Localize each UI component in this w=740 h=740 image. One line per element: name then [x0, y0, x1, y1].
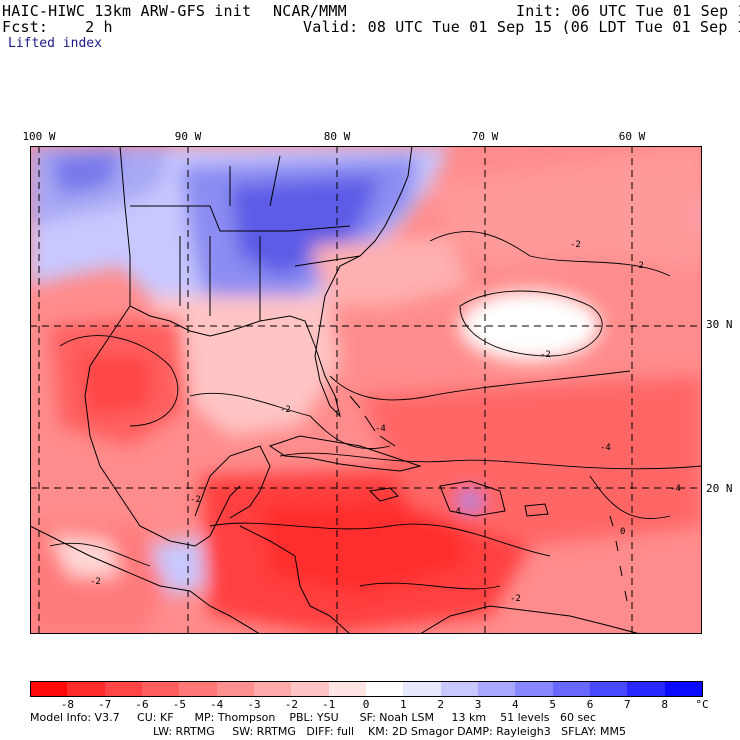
contour-label: -2 [190, 495, 201, 505]
colorbar-swatch [67, 681, 106, 697]
colorbar-swatch [515, 681, 554, 697]
colorbar-swatch [590, 681, 628, 697]
field-name: Lifted index [8, 36, 102, 51]
colorbar-tick-label: -1 [322, 698, 336, 711]
colorbar-tick-label: -7 [98, 698, 112, 711]
lon-label-100w: 100 W [22, 130, 56, 143]
contour-label: -2 [280, 405, 291, 415]
lifted-index-map: -2 -2 -2 -4 -4 -2 -2 -4 -2 -4 -2 0 [30, 146, 702, 634]
colorbar-tick-label: 6 [586, 698, 594, 711]
contour-label: -2 [510, 594, 521, 604]
colorbar-tick-label: 2 [437, 698, 444, 711]
colorbar-swatch [478, 681, 516, 697]
colorbar-tick-label: -3 [247, 698, 261, 711]
graticule [30, 146, 702, 634]
contour-label: -2 [90, 577, 101, 587]
org-label: NCAR/MMM [273, 2, 347, 20]
colorbar-swatch [216, 681, 255, 697]
contour-label: 0 [620, 527, 625, 537]
colorbar-tick-label: -6 [135, 698, 149, 711]
forecast-hour: Fcst: 2 h [2, 18, 113, 36]
colorbar-tick-label: 7 [624, 698, 631, 711]
contour-label: -4 [450, 507, 461, 517]
model-info-line1: Model Info: V3.7 CU: KF MP: Thompson PBL… [30, 711, 596, 724]
colorbar-tick-label: 8 [661, 698, 668, 711]
valid-time: Valid: 08 UTC Tue 01 Sep 15 (06 LDT Tue … [303, 18, 740, 36]
map-frame [30, 146, 702, 634]
colorbar-unit: °C [695, 698, 709, 711]
contour-lines [49, 231, 702, 590]
lon-label-80w: 80 W [323, 130, 351, 143]
lon-label-60w: 60 W [618, 130, 646, 143]
colorbar-swatch [142, 681, 180, 697]
colorbar-swatch [179, 681, 218, 697]
colorbar-swatch [30, 681, 69, 697]
init-time: Init: 06 UTC Tue 01 Sep 15 [516, 2, 740, 20]
lon-label-90w: 90 W [174, 130, 202, 143]
colorbar-tick-label: -8 [60, 698, 74, 711]
colorbar-swatch [403, 681, 442, 697]
colorbar-tick-label: -4 [210, 698, 224, 711]
contour-label: -4 [670, 484, 681, 494]
model-info-line2: LW: RRTMG SW: RRTMG DIFF: full KM: 2D Sm… [153, 725, 626, 738]
colorbar-tick-label: 4 [512, 698, 519, 711]
contour-label: -4 [375, 424, 386, 434]
contour-label: -2 [570, 240, 581, 250]
contour-label: -2 [633, 261, 644, 271]
lon-label-70w: 70 W [471, 130, 499, 143]
colorbar-tick-label: 3 [474, 698, 482, 711]
colorbar-swatch [627, 681, 666, 697]
colorbar-swatch [291, 681, 330, 697]
colorbar-tick-label: 0 [362, 698, 370, 711]
model-title: HAIC-HIWC 13km ARW-GFS init [2, 2, 252, 20]
colorbar-swatch [664, 681, 704, 697]
colorbar-swatch [328, 681, 367, 697]
colorbar-swatch [552, 681, 591, 697]
colorbar-tick-label: -5 [172, 698, 186, 711]
colorbar-swatch [254, 681, 292, 697]
coastlines [30, 146, 641, 634]
field-shading [30, 146, 702, 634]
lat-label-20n: 20 N [706, 482, 733, 495]
colorbar-swatch [440, 681, 479, 697]
contour-label-group: -2 -2 -2 -4 -4 -2 -2 -4 -2 -4 -2 0 [90, 240, 681, 604]
contour-label: -2 [540, 350, 551, 360]
contour-label: -4 [600, 443, 611, 453]
colorbar-swatch [104, 681, 143, 697]
colorbar-tick-label: 1 [400, 698, 407, 711]
colorbar-tick-label: -2 [284, 698, 298, 711]
colorbar-swatch [366, 681, 404, 697]
lat-label-30n: 30 N [706, 318, 733, 331]
colorbar-tick-label: 5 [549, 698, 556, 711]
